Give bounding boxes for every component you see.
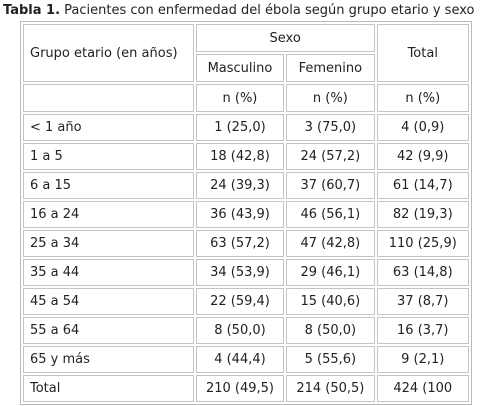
group-header-label: Grupo etario (en años) [30, 45, 178, 61]
unit-cell-t: n (%) [376, 84, 469, 112]
age-group-cell: 55 a 64 [23, 317, 194, 344]
caption-text: Pacientes con enfermedad del ébola según… [60, 3, 475, 18]
masculino-cell: 1 (25,0) [195, 114, 285, 141]
masculino-cell: 36 (43,9) [195, 201, 285, 228]
femenino-header-cell: Femenino [286, 54, 375, 82]
total-cell: 4 (0,9) [376, 114, 469, 141]
masculino-cell: 8 (50,0) [195, 317, 285, 344]
sex-header-label: Sexo [269, 30, 301, 46]
table-body: < 1 año 1 (25,0) 3 (75,0) 4 (0,9) 1 a 5 18 (4… [23, 114, 469, 373]
unit-cell-f: n (%) [286, 84, 375, 112]
masculino-cell: 18 (42,8) [195, 143, 285, 170]
table-row: 25 a 34 63 (57,2) 47 (42,8) 110 (25,9) [23, 230, 469, 257]
total-cell: 37 (8,7) [376, 288, 469, 315]
unit-label-m: n (%) [222, 90, 258, 106]
age-group-cell: 45 a 54 [23, 288, 194, 315]
femenino-cell: 15 (40,6) [286, 288, 375, 315]
age-group-cell: < 1 año [23, 114, 194, 141]
unit-empty-cell [23, 84, 194, 112]
unit-label-t: n (%) [405, 90, 441, 106]
total-cell: 9 (2,1) [376, 346, 469, 373]
total-header-label: Total [407, 45, 438, 61]
table-row: 16 a 24 36 (43,9) 46 (56,1) 82 (19,3) [23, 201, 469, 228]
unit-row: n (%) n (%) n (%) [23, 84, 469, 112]
total-row-label: Total [23, 375, 194, 402]
femenino-cell: 37 (60,7) [286, 172, 375, 199]
total-row-femenino: 214 (50,5) [286, 375, 375, 402]
femenino-cell: 24 (57,2) [286, 143, 375, 170]
masculino-cell: 63 (57,2) [195, 230, 285, 257]
table-row: 65 y más 4 (44,4) 5 (55,6) 9 (2,1) [23, 346, 469, 373]
table-row: 35 a 44 34 (53,9) 29 (46,1) 63 (14,8) [23, 259, 469, 286]
total-cell: 82 (19,3) [376, 201, 469, 228]
femenino-cell: 3 (75,0) [286, 114, 375, 141]
femenino-cell: 29 (46,1) [286, 259, 375, 286]
age-group-cell: 1 a 5 [23, 143, 194, 170]
total-cell: 61 (14,7) [376, 172, 469, 199]
sex-header-cell: Sexo [195, 24, 375, 52]
total-row-masculino: 210 (49,5) [195, 375, 285, 402]
age-group-cell: 35 a 44 [23, 259, 194, 286]
masculino-cell: 22 (59,4) [195, 288, 285, 315]
femenino-cell: 47 (42,8) [286, 230, 375, 257]
total-cell: 110 (25,9) [376, 230, 469, 257]
femenino-cell: 8 (50,0) [286, 317, 375, 344]
total-cell: 42 (9,9) [376, 143, 469, 170]
header-row-2: Masculino Femenino [23, 54, 469, 82]
masculino-cell: 34 (53,9) [195, 259, 285, 286]
total-header-cell: Total [376, 24, 469, 82]
masculino-cell: 24 (39,3) [195, 172, 285, 199]
caption-prefix: Tabla 1. [3, 3, 61, 18]
table-row: 45 a 54 22 (59,4) 15 (40,6) 37 (8,7) [23, 288, 469, 315]
table-row: 6 a 15 24 (39,3) 37 (60,7) 61 (14,7) [23, 172, 469, 199]
group-header-cell: Grupo etario (en años) [23, 24, 194, 82]
masculino-header-cell: Masculino [195, 54, 285, 82]
total-cell: 16 (3,7) [376, 317, 469, 344]
femenino-cell: 5 (55,6) [286, 346, 375, 373]
unit-cell-m: n (%) [195, 84, 285, 112]
unit-label-f: n (%) [312, 90, 348, 106]
age-group-cell: 25 a 34 [23, 230, 194, 257]
masculino-header-label: Masculino [207, 60, 273, 76]
table-row: 1 a 5 18 (42,8) 24 (57,2) 42 (9,9) [23, 143, 469, 170]
total-cell: 63 (14,8) [376, 259, 469, 286]
age-group-cell: 6 a 15 [23, 172, 194, 199]
total-row: Total 210 (49,5) 214 (50,5) 424 (100 [23, 375, 469, 402]
total-row-total: 424 (100 [376, 375, 469, 402]
header-row-1: Grupo etario (en años) Sexo Total [23, 24, 469, 82]
age-group-cell: 16 a 24 [23, 201, 194, 228]
table-caption: Tabla 1. Pacientes con enfermedad del éb… [3, 3, 474, 19]
age-group-cell: 65 y más [23, 346, 194, 373]
table-row: 55 a 64 8 (50,0) 8 (50,0) 16 (3,7) [23, 317, 469, 344]
table-row: < 1 año 1 (25,0) 3 (75,0) 4 (0,9) [23, 114, 469, 141]
masculino-cell: 4 (44,4) [195, 346, 285, 373]
femenino-cell: 46 (56,1) [286, 201, 375, 228]
femenino-header-label: Femenino [298, 60, 363, 76]
patients-table: Grupo etario (en años) Sexo Total Mascul… [20, 21, 472, 405]
